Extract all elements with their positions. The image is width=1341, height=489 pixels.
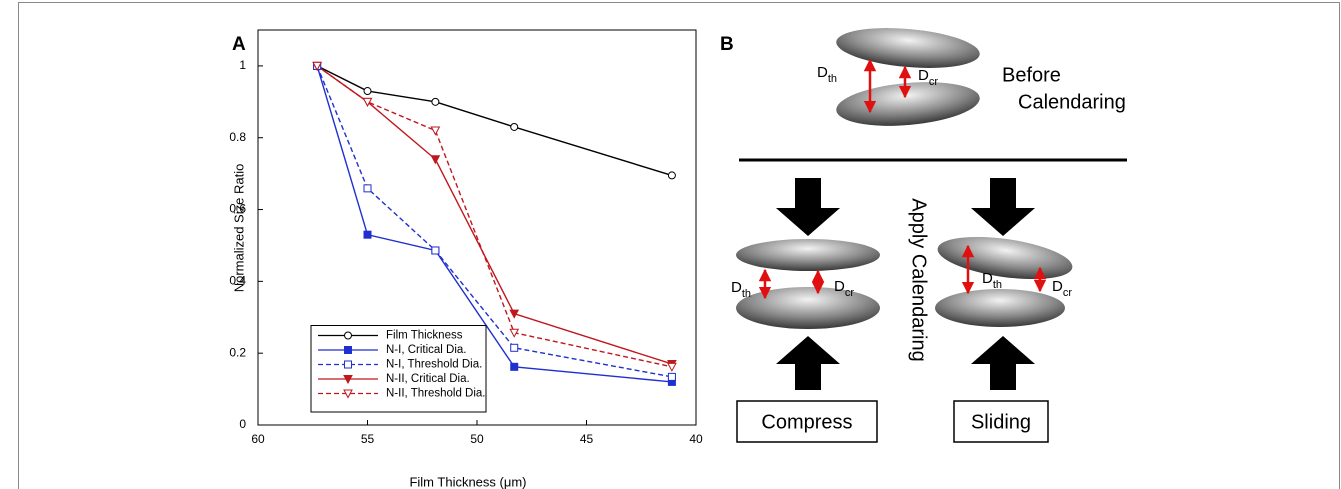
y-tick-label: 1 bbox=[239, 58, 246, 72]
marker bbox=[343, 389, 353, 399]
marker bbox=[667, 171, 676, 180]
before-label: Calendaring bbox=[1018, 91, 1126, 113]
marker bbox=[344, 346, 352, 354]
label-box bbox=[953, 400, 1049, 443]
d-label: Dth bbox=[731, 279, 751, 300]
marker bbox=[344, 331, 352, 340]
particle bbox=[935, 289, 1065, 327]
press-arrow bbox=[776, 336, 840, 390]
marker bbox=[362, 97, 373, 107]
legend-box bbox=[310, 325, 487, 413]
legend-label: N-I, Critical Dia. bbox=[386, 344, 467, 356]
legend-label: N-II, Threshold Dia. bbox=[386, 388, 486, 400]
press-arrow bbox=[971, 178, 1035, 236]
legend-label: Film Thickness bbox=[386, 330, 463, 342]
x-tick-label: 45 bbox=[580, 432, 594, 446]
marker bbox=[667, 362, 677, 372]
marker bbox=[430, 155, 441, 165]
particle bbox=[836, 28, 980, 68]
marker bbox=[431, 97, 440, 106]
compress-label: Compress bbox=[761, 411, 852, 433]
d-label: Dcr bbox=[1052, 278, 1072, 299]
x-tick-label: 50 bbox=[470, 432, 484, 446]
particle bbox=[736, 287, 880, 329]
press-arrow bbox=[776, 178, 840, 236]
marker bbox=[430, 126, 441, 136]
d-label: Dcr bbox=[918, 67, 938, 88]
y-tick-label: 0.2 bbox=[229, 345, 246, 359]
d-sub: th bbox=[828, 73, 837, 85]
d-main: D bbox=[918, 67, 929, 84]
y-tick-label: 0 bbox=[239, 417, 246, 431]
legend: Film Thickness N-I, Critical Dia. N-I, Thr… bbox=[310, 325, 487, 413]
legend-label: N-I, Threshold Dia. bbox=[386, 359, 482, 371]
y-tick-label: 0.8 bbox=[229, 130, 246, 144]
y-tick-label: 0.6 bbox=[229, 202, 246, 216]
marker bbox=[510, 343, 519, 352]
diagram: Dth Dcr Before Calendaring Dth Dcr Compr… bbox=[731, 28, 1127, 443]
marker bbox=[431, 246, 440, 255]
d-sub: cr bbox=[845, 287, 855, 299]
marker bbox=[363, 184, 372, 193]
marker bbox=[667, 372, 676, 381]
sliding-label: Sliding bbox=[971, 411, 1031, 433]
series-line bbox=[316, 65, 673, 368]
apply-label: Apply Calendaring bbox=[908, 198, 930, 361]
d-label: Dth bbox=[817, 64, 837, 85]
d-label: Dcr bbox=[834, 278, 854, 299]
legend-label: N-II, Critical Dia. bbox=[386, 373, 470, 385]
marker bbox=[312, 61, 322, 71]
series-line bbox=[316, 65, 673, 365]
particle bbox=[836, 82, 980, 126]
d-sub: cr bbox=[1063, 287, 1073, 299]
d-sub: th bbox=[993, 279, 1002, 291]
d-sub: cr bbox=[929, 76, 939, 88]
marker bbox=[344, 360, 352, 369]
d-main: D bbox=[834, 278, 845, 295]
series-line bbox=[316, 65, 673, 177]
marker bbox=[363, 87, 372, 96]
marker bbox=[343, 375, 353, 385]
marker bbox=[510, 122, 519, 131]
figure-frame bbox=[18, 2, 1340, 489]
marker bbox=[363, 230, 372, 239]
marker bbox=[509, 309, 520, 319]
y-axis-label: Normalized Size Ratio bbox=[231, 164, 246, 293]
d-main: D bbox=[731, 279, 742, 296]
x-tick-label: 40 bbox=[689, 432, 703, 446]
before-label: Before bbox=[1002, 64, 1061, 86]
panel-label: B bbox=[720, 34, 734, 55]
particle bbox=[736, 239, 880, 271]
panel-label: A bbox=[232, 34, 246, 55]
marker bbox=[509, 328, 520, 338]
d-sub: th bbox=[742, 288, 751, 300]
d-main: D bbox=[1052, 278, 1063, 295]
x-axis-label: Film Thickness (μm) bbox=[409, 474, 526, 489]
marker bbox=[510, 362, 519, 371]
d-main: D bbox=[982, 270, 993, 287]
x-tick-label: 55 bbox=[361, 432, 375, 446]
press-arrow bbox=[971, 336, 1035, 390]
y-tick-label: 0.4 bbox=[229, 274, 246, 288]
d-main: D bbox=[817, 64, 828, 81]
d-label: Dth bbox=[982, 270, 1002, 291]
x-tick-label: 60 bbox=[251, 432, 265, 446]
label-box bbox=[736, 400, 878, 443]
